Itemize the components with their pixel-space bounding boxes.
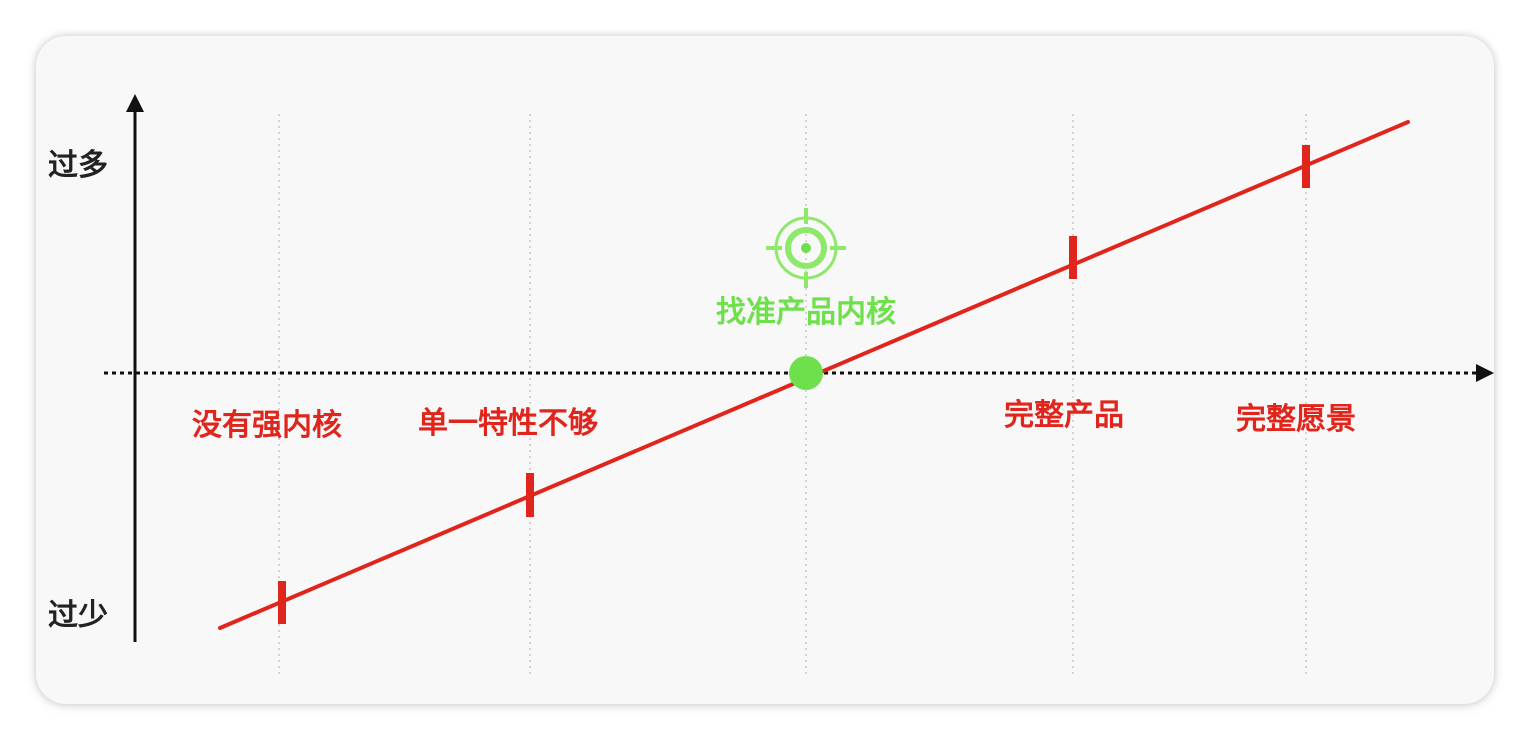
- target-label: 找准产品内核: [716, 295, 896, 330]
- horizontal-axis-arrow: [1476, 364, 1494, 382]
- y-axis-bottom-label: 过少: [48, 598, 108, 633]
- stage-label-whole-vision: 完整愿景: [1236, 402, 1356, 437]
- y-axis-top-label: 过多: [48, 148, 108, 183]
- vertical-axis-arrow: [126, 94, 144, 112]
- stage-label-whole-product: 完整产品: [1004, 398, 1124, 433]
- trend-ticks: [278, 145, 1310, 624]
- diagram-card: 过多 过少 没有强内核 单一特性不够 完整产品 完整愿景 找准产品: [36, 36, 1494, 704]
- guide-lines: [278, 114, 1307, 676]
- product-core-diagram: 过多 过少 没有强内核 单一特性不够 完整产品 完整愿景 找准产品: [48, 94, 1494, 676]
- core-point: [789, 356, 823, 390]
- stage-label-single-feature: 单一特性不够: [418, 406, 598, 441]
- target-icon: [766, 208, 846, 288]
- stage-label-no-core: 没有强内核: [192, 408, 342, 443]
